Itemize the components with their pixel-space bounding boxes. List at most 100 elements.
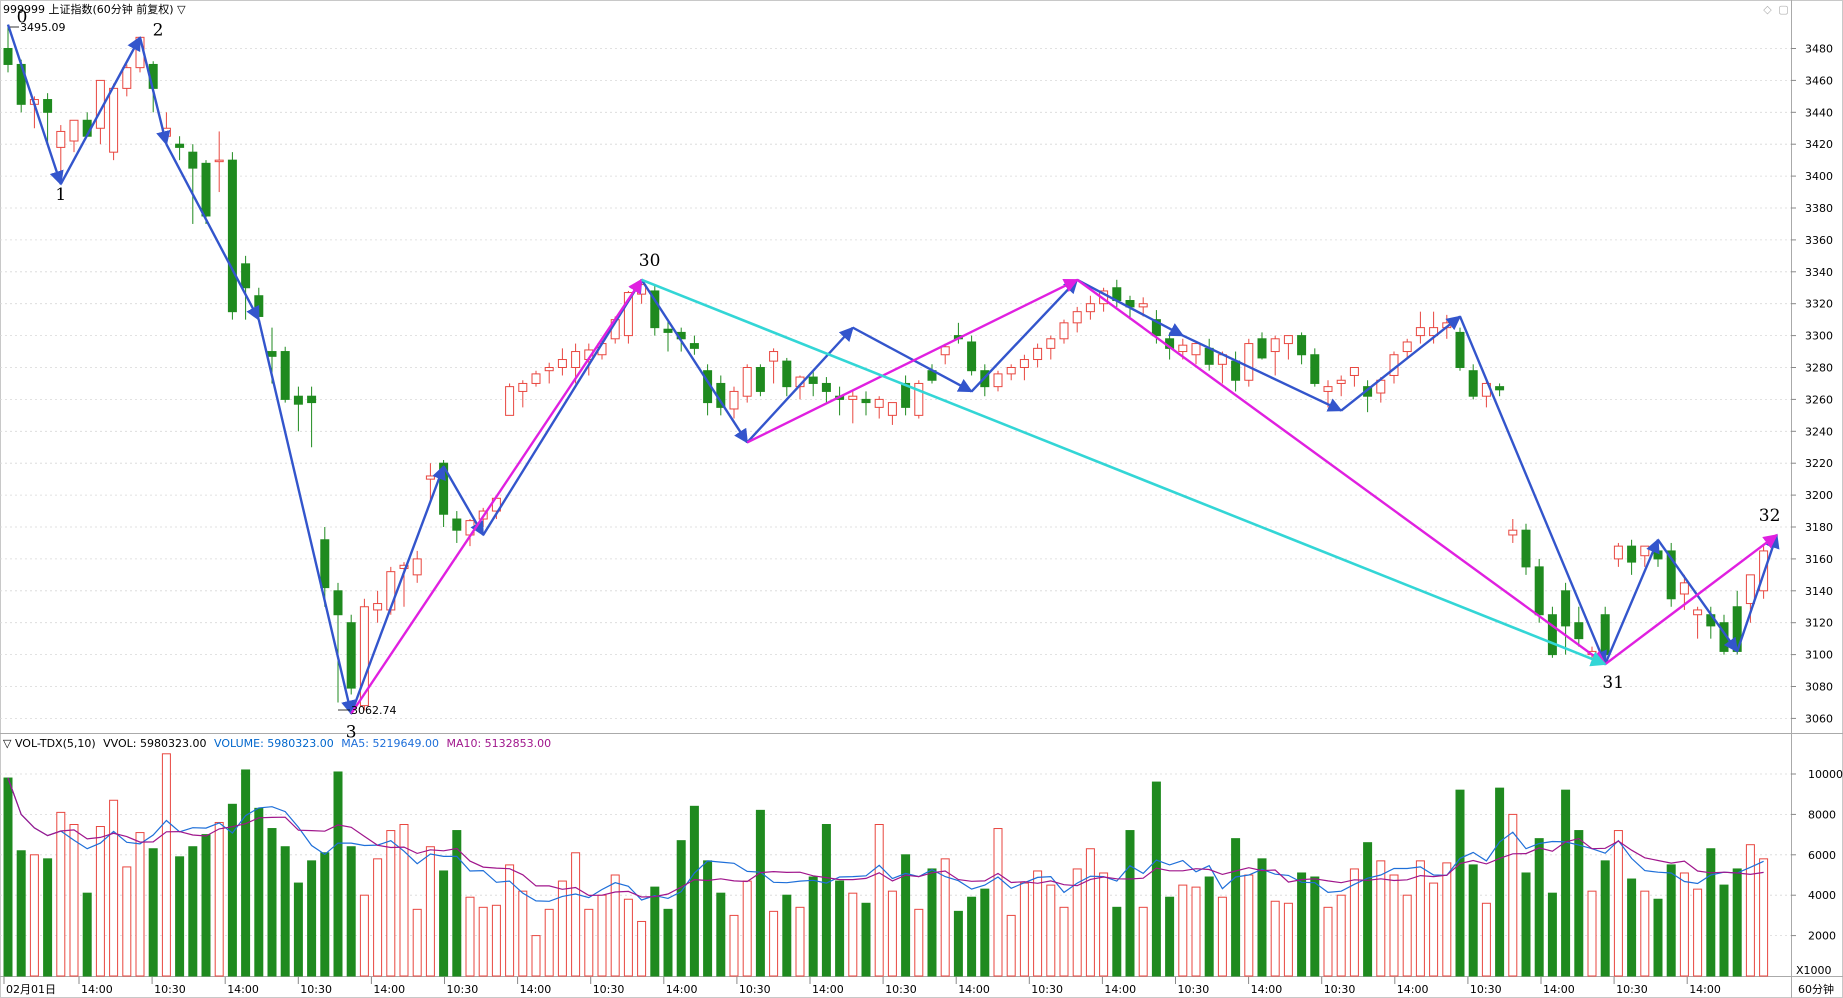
- candle[interactable]: [1495, 383, 1505, 397]
- volume-bar[interactable]: [1719, 884, 1729, 977]
- volume-bar[interactable]: [95, 826, 105, 977]
- volume-bar[interactable]: [531, 935, 541, 977]
- volume-bar[interactable]: [1033, 870, 1043, 977]
- volume-bar[interactable]: [1283, 902, 1293, 977]
- volume-bar[interactable]: [1587, 890, 1597, 977]
- volume-bar[interactable]: [320, 852, 330, 977]
- volume-bar[interactable]: [439, 870, 449, 977]
- volume-bar[interactable]: [1442, 862, 1452, 977]
- volume-bar[interactable]: [1574, 830, 1584, 977]
- candle[interactable]: [861, 391, 871, 416]
- volume-bar[interactable]: [1415, 860, 1425, 977]
- volume-bar[interactable]: [1547, 892, 1557, 977]
- candle[interactable]: [1508, 519, 1518, 543]
- candle[interactable]: [505, 383, 515, 416]
- volume-bar[interactable]: [1072, 868, 1082, 977]
- candle[interactable]: [518, 380, 528, 408]
- candle[interactable]: [782, 357, 792, 397]
- volume-bar[interactable]: [1481, 902, 1491, 977]
- restore-icon[interactable]: ◇: [1763, 3, 1772, 16]
- volume-bar[interactable]: [333, 771, 343, 977]
- candle[interactable]: [373, 590, 383, 623]
- volume-bar[interactable]: [1204, 876, 1214, 977]
- candle[interactable]: [967, 335, 977, 376]
- volume-bar[interactable]: [967, 896, 977, 977]
- volume-bar[interactable]: [280, 846, 290, 977]
- volume-bar[interactable]: [346, 846, 356, 977]
- volume-bar[interactable]: [1270, 900, 1280, 977]
- volume-bar[interactable]: [544, 908, 554, 977]
- candle[interactable]: [1006, 364, 1016, 381]
- candle[interactable]: [848, 391, 858, 424]
- candle[interactable]: [1072, 306, 1082, 333]
- volume-bar[interactable]: [135, 832, 145, 977]
- volume-bar[interactable]: [874, 824, 884, 977]
- volume-bar[interactable]: [1508, 813, 1518, 977]
- volume-indicator-header[interactable]: ▽ VOL-TDX(5,10) VVOL: 5980323.00 VOLUME:…: [3, 737, 551, 751]
- candle[interactable]: [1059, 319, 1069, 344]
- candle[interactable]: [56, 125, 66, 177]
- volume-bar[interactable]: [1349, 868, 1359, 977]
- candle[interactable]: [43, 93, 53, 145]
- volume-bar[interactable]: [808, 876, 818, 977]
- volume-bar[interactable]: [742, 880, 752, 977]
- volume-bar[interactable]: [703, 860, 713, 977]
- candle[interactable]: [914, 380, 924, 419]
- candle[interactable]: [835, 386, 845, 416]
- candle[interactable]: [175, 136, 185, 161]
- volume-bar[interactable]: [43, 858, 53, 977]
- candle[interactable]: [333, 582, 343, 703]
- volume-bar[interactable]: [1495, 787, 1505, 977]
- volume-bar[interactable]: [188, 846, 198, 977]
- candle[interactable]: [1270, 335, 1280, 376]
- volume-bar[interactable]: [650, 886, 660, 977]
- candle[interactable]: [1085, 295, 1095, 320]
- volume-bars[interactable]: [3, 753, 1769, 977]
- candlestick-series[interactable]: [3, 24, 1769, 711]
- candle[interactable]: [1613, 542, 1623, 567]
- candle[interactable]: [412, 550, 422, 583]
- volume-bar[interactable]: [491, 904, 501, 977]
- volume-bar[interactable]: [465, 896, 475, 977]
- candle[interactable]: [650, 284, 660, 336]
- candle[interactable]: [808, 370, 818, 397]
- volume-bar[interactable]: [769, 910, 779, 977]
- volume-bar[interactable]: [676, 840, 686, 977]
- volume-bar[interactable]: [927, 868, 937, 977]
- volume-bar[interactable]: [1613, 830, 1623, 977]
- volume-bar[interactable]: [623, 898, 633, 977]
- candle[interactable]: [1191, 341, 1201, 365]
- volume-bar[interactable]: [359, 894, 369, 977]
- candle[interactable]: [1019, 354, 1029, 381]
- volume-bar[interactable]: [386, 830, 396, 977]
- volume-bar[interactable]: [373, 858, 383, 977]
- volume-bar[interactable]: [1191, 886, 1201, 977]
- volume-bar[interactable]: [1521, 872, 1531, 977]
- volume-bar[interactable]: [1666, 864, 1676, 977]
- candle[interactable]: [214, 131, 224, 193]
- volume-bar[interactable]: [610, 874, 620, 977]
- candle[interactable]: [1349, 367, 1359, 387]
- candle[interactable]: [901, 375, 911, 416]
- volume-bar[interactable]: [29, 854, 39, 977]
- volume-bar[interactable]: [887, 890, 897, 977]
- candle[interactable]: [1257, 332, 1267, 360]
- candle[interactable]: [1297, 332, 1307, 365]
- volume-bar[interactable]: [914, 908, 924, 977]
- volume-bar[interactable]: [782, 894, 792, 977]
- volume-bar[interactable]: [161, 753, 171, 977]
- candle[interactable]: [729, 386, 739, 419]
- candle[interactable]: [1336, 375, 1346, 397]
- candle[interactable]: [1521, 523, 1531, 575]
- volume-bar[interactable]: [1046, 884, 1056, 977]
- candle[interactable]: [755, 364, 765, 397]
- candle[interactable]: [703, 364, 713, 416]
- volume-bar[interactable]: [69, 824, 79, 977]
- volume-bar[interactable]: [1376, 860, 1386, 977]
- candle[interactable]: [307, 386, 317, 448]
- candle[interactable]: [1046, 335, 1056, 360]
- volume-bar[interactable]: [1099, 872, 1109, 977]
- volume-bar[interactable]: [1059, 906, 1069, 977]
- volume-bar[interactable]: [1217, 896, 1227, 977]
- volume-bar[interactable]: [940, 858, 950, 977]
